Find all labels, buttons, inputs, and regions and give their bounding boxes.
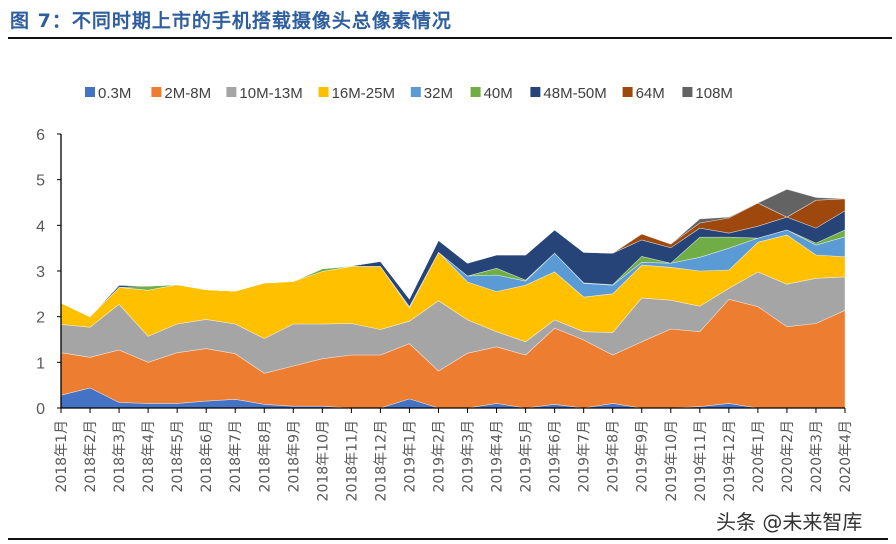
x-tick-label: 2018年12月 [373,420,389,501]
legend-item-2m-8m: 2M-8M [151,85,211,102]
x-tick-label: 2018年7月 [228,420,244,493]
x-tick-label: 2019年1月 [402,420,418,493]
legend-label: 16M-25M [332,85,395,102]
x-tick-label: 2018年9月 [286,420,302,493]
x-tick-label: 2019年2月 [431,420,447,493]
legend-swatch [682,87,693,97]
bottom-rule [8,538,888,540]
legend-item-16m-25m: 16M-25M [318,85,395,102]
legend-label: 32M [424,85,453,102]
x-tick-label: 2020年3月 [809,420,825,493]
figure-title: 图 7：不同时期上市的手机搭载摄像头总像素情况 [10,10,452,32]
y-tick-label: 6 [36,127,45,144]
legend-swatch [410,87,421,97]
x-tick-label: 2019年4月 [490,420,506,493]
y-tick-label: 4 [36,218,45,235]
legend-label: 40M [484,85,513,102]
legend-label: 2M-8M [164,85,211,102]
legend-label: 0.3M [98,85,131,102]
legend-swatch [85,87,95,97]
y-tick-label: 0 [36,401,45,418]
x-tick-label: 2020年2月 [780,420,796,493]
legend-swatch [318,87,329,97]
y-tick-label: 2 [36,310,45,327]
legend-label: 64M [636,85,665,102]
legend-item-10m-13m: 10M-13M [226,85,303,102]
x-tick-label: 2020年4月 [838,420,854,493]
legend-item-0-3m: 0.3M [85,85,131,102]
legend-item-108m: 108M [682,85,733,102]
x-tick-label: 2019年9月 [635,420,651,493]
x-tick-label: 2019年10月 [664,420,680,501]
legend-label: 48M-50M [543,85,606,102]
y-tick-label: 5 [36,173,45,190]
legend: 0.3M 2M-8M 10M-13M 16M-25M 32M 40M 48M-50M 64M 1… [85,85,733,102]
x-tick-label: 2018年1月 [54,420,70,493]
x-tick-label: 2018年5月 [170,420,186,493]
x-tick-label: 2018年3月 [112,420,128,493]
legend-item-32m: 32M [410,85,453,102]
x-tick-label: 2020年1月 [751,420,767,493]
area-108m [60,188,846,318]
legend-item-40m: 40M [470,85,513,102]
x-tick-label: 2019年5月 [519,420,535,493]
x-tick-label: 2019年11月 [693,420,709,501]
legend-label: 108M [695,85,733,102]
y-tick-label: 1 [36,355,45,372]
legend-swatch [151,87,162,97]
x-tick-label: 2018年2月 [83,420,99,493]
y-tick-label: 3 [36,264,45,281]
x-tick-label: 2018年10月 [315,420,331,501]
legend-swatch [470,87,481,97]
legend-label: 10M-13M [239,85,302,102]
x-tick-label: 2019年7月 [577,420,593,493]
axes: 0 1 2 3 4 5 6 2018年1月 2018年2月 2018年3月 2018年4月 2018年… [36,127,854,501]
legend-swatch [530,87,541,97]
watermark: 头条 @未来智库 [716,510,863,534]
x-tick-label: 2019年12月 [722,420,738,501]
x-tick-label: 2018年4月 [141,420,157,493]
legend-swatch [622,87,633,97]
area-series [60,188,846,409]
x-tick-label: 2019年6月 [548,420,564,493]
x-tick-label: 2019年3月 [461,420,477,493]
legend-item-64m: 64M [622,85,665,102]
x-tick-label: 2018年8月 [257,420,273,493]
x-tick-label: 2018年6月 [199,420,215,493]
top-rule [8,37,892,39]
legend-swatch [226,87,237,97]
x-tick-label: 2018年11月 [344,420,360,501]
legend-item-48m-50m: 48M-50M [530,85,607,102]
x-tick-label: 2019年8月 [606,420,622,493]
